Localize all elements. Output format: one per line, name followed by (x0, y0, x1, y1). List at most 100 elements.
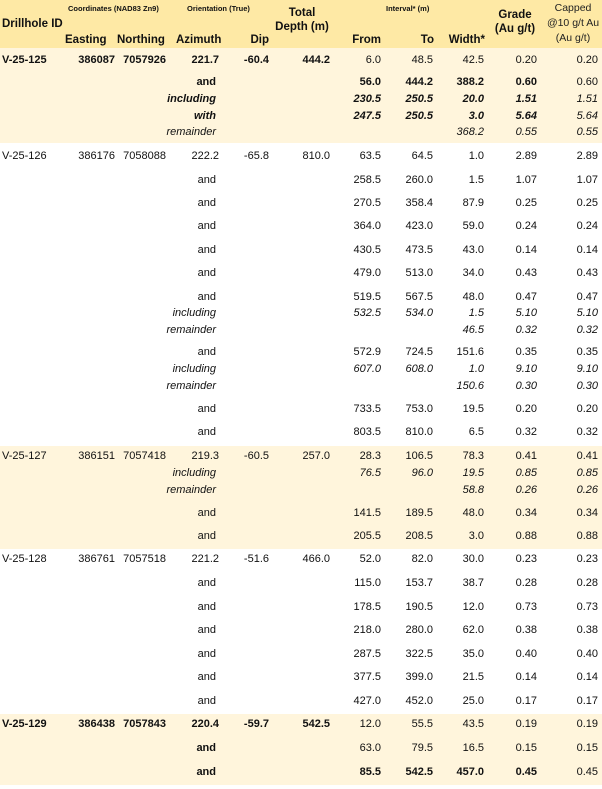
cell-capped: 0.85 (576, 467, 598, 479)
cell-easting: 386151 (78, 450, 115, 462)
cell-from: 205.5 (353, 530, 381, 542)
cell-capped: 0.34 (576, 507, 598, 519)
cell-to: 322.5 (405, 648, 433, 660)
cell-width: 3.0 (468, 530, 484, 542)
cell-grade: 0.32 (515, 324, 537, 336)
cell-width: 388.2 (456, 76, 484, 88)
cell-capped: 0.41 (576, 450, 598, 462)
header-coordinates: Coordinates (NAD83 Zn9) (68, 4, 159, 13)
cell-grade: 0.35 (515, 346, 537, 358)
cell-width: 58.8 (462, 484, 484, 496)
cell-northing: 7057843 (123, 718, 166, 730)
cell-from: 377.5 (353, 671, 381, 683)
cell-capped: 0.40 (576, 648, 598, 660)
cell-from: 63.5 (359, 150, 381, 162)
cell-width: 46.5 (462, 324, 484, 336)
cell-grade: 0.88 (515, 530, 537, 542)
cell-to: 724.5 (405, 346, 433, 358)
cell-from: 218.0 (353, 624, 381, 636)
cell-azimuth: 219.3 (191, 450, 219, 462)
cell-to: 542.5 (405, 766, 433, 778)
interval-label: remainder (166, 484, 216, 496)
header-capped-1: Capped (554, 2, 592, 14)
cell-grade: 0.20 (515, 54, 537, 66)
cell-capped: 0.14 (576, 671, 598, 683)
cell-capped: 5.64 (576, 110, 598, 122)
cell-depth: 466.0 (302, 553, 330, 565)
cell-width: 35.0 (462, 648, 484, 660)
interval-label: and (197, 624, 216, 636)
cell-grade: 0.14 (515, 244, 537, 256)
cell-capped: 0.20 (576, 403, 598, 415)
cell-capped: 0.35 (576, 346, 598, 358)
header-orientation: Orientation (True) (187, 4, 250, 13)
cell-grade: 0.26 (515, 484, 537, 496)
interval-label: and (197, 291, 216, 303)
interval-label: and (197, 197, 216, 209)
cell-capped: 9.10 (576, 363, 598, 375)
cell-width: 87.9 (462, 197, 484, 209)
interval-label: remainder (166, 126, 216, 138)
cell-to: 250.5 (405, 93, 433, 105)
cell-width: 12.0 (462, 601, 484, 613)
cell-dip: -65.8 (243, 150, 269, 162)
cell-capped: 1.07 (576, 174, 598, 186)
interval-label: and (197, 220, 216, 232)
cell-from: 803.5 (353, 426, 381, 438)
cell-depth: 444.2 (302, 54, 330, 66)
cell-grade: 9.10 (515, 363, 537, 375)
header-from: From (352, 34, 381, 46)
cell-width: 43.5 (462, 718, 484, 730)
cell-capped: 2.89 (576, 150, 598, 162)
header-easting: Easting (65, 34, 107, 46)
cell-to: 358.4 (405, 197, 433, 209)
cell-grade: 0.38 (515, 624, 537, 636)
cell-grade: 5.64 (515, 110, 537, 122)
cell-from: 572.9 (353, 346, 381, 358)
cell-capped: 0.88 (576, 530, 598, 542)
cell-dip: -59.7 (243, 718, 269, 730)
section-band-v-25-129 (0, 714, 602, 785)
cell-grade: 0.45 (515, 766, 537, 778)
cell-to: 810.0 (405, 426, 433, 438)
cell-capped: 0.60 (576, 76, 598, 88)
cell-width: 151.6 (456, 346, 484, 358)
cell-grade: 0.73 (515, 601, 537, 613)
header-capped-3: (Au g/t) (555, 32, 591, 44)
cell-to: 79.5 (411, 742, 433, 754)
cell-grade: 0.20 (515, 403, 537, 415)
cell-width: 34.0 (462, 267, 484, 279)
cell-grade: 5.10 (515, 307, 537, 319)
cell-capped: 1.51 (576, 93, 598, 105)
cell-capped: 0.14 (576, 244, 598, 256)
cell-grade: 0.30 (515, 380, 537, 392)
header-grade-1: Grade (498, 9, 532, 21)
cell-grade: 0.32 (515, 426, 537, 438)
interval-label: and (197, 346, 216, 358)
cell-to: 260.0 (405, 174, 433, 186)
cell-width: 368.2 (456, 126, 484, 138)
header-grade-2: (Au g/t) (494, 23, 536, 35)
interval-label: and (197, 174, 216, 186)
header-width: Width* (448, 34, 485, 46)
cell-width: 457.0 (456, 766, 484, 778)
cell-capped: 0.17 (576, 695, 598, 707)
cell-width: 16.5 (462, 742, 484, 754)
cell-from: 427.0 (353, 695, 381, 707)
table-header: Drillhole ID Coordinates (NAD83 Zn9) Ori… (0, 0, 602, 48)
cell-from: 76.5 (359, 467, 381, 479)
cell-to: 55.5 (411, 718, 433, 730)
cell-to: 153.7 (405, 577, 433, 589)
cell-to: 96.0 (411, 467, 433, 479)
interval-label: and (196, 742, 216, 754)
interval-label: and (197, 507, 216, 519)
cell-width: 150.6 (456, 380, 484, 392)
cell-from: 247.5 (353, 110, 381, 122)
cell-capped: 0.26 (576, 484, 598, 496)
header-capped-2: @10 g/t Au (546, 17, 600, 29)
cell-from: 519.5 (353, 291, 381, 303)
cell-grade: 2.89 (515, 150, 537, 162)
cell-capped: 0.55 (576, 126, 598, 138)
cell-depth: 257.0 (302, 450, 330, 462)
header-northing: Northing (117, 34, 165, 46)
